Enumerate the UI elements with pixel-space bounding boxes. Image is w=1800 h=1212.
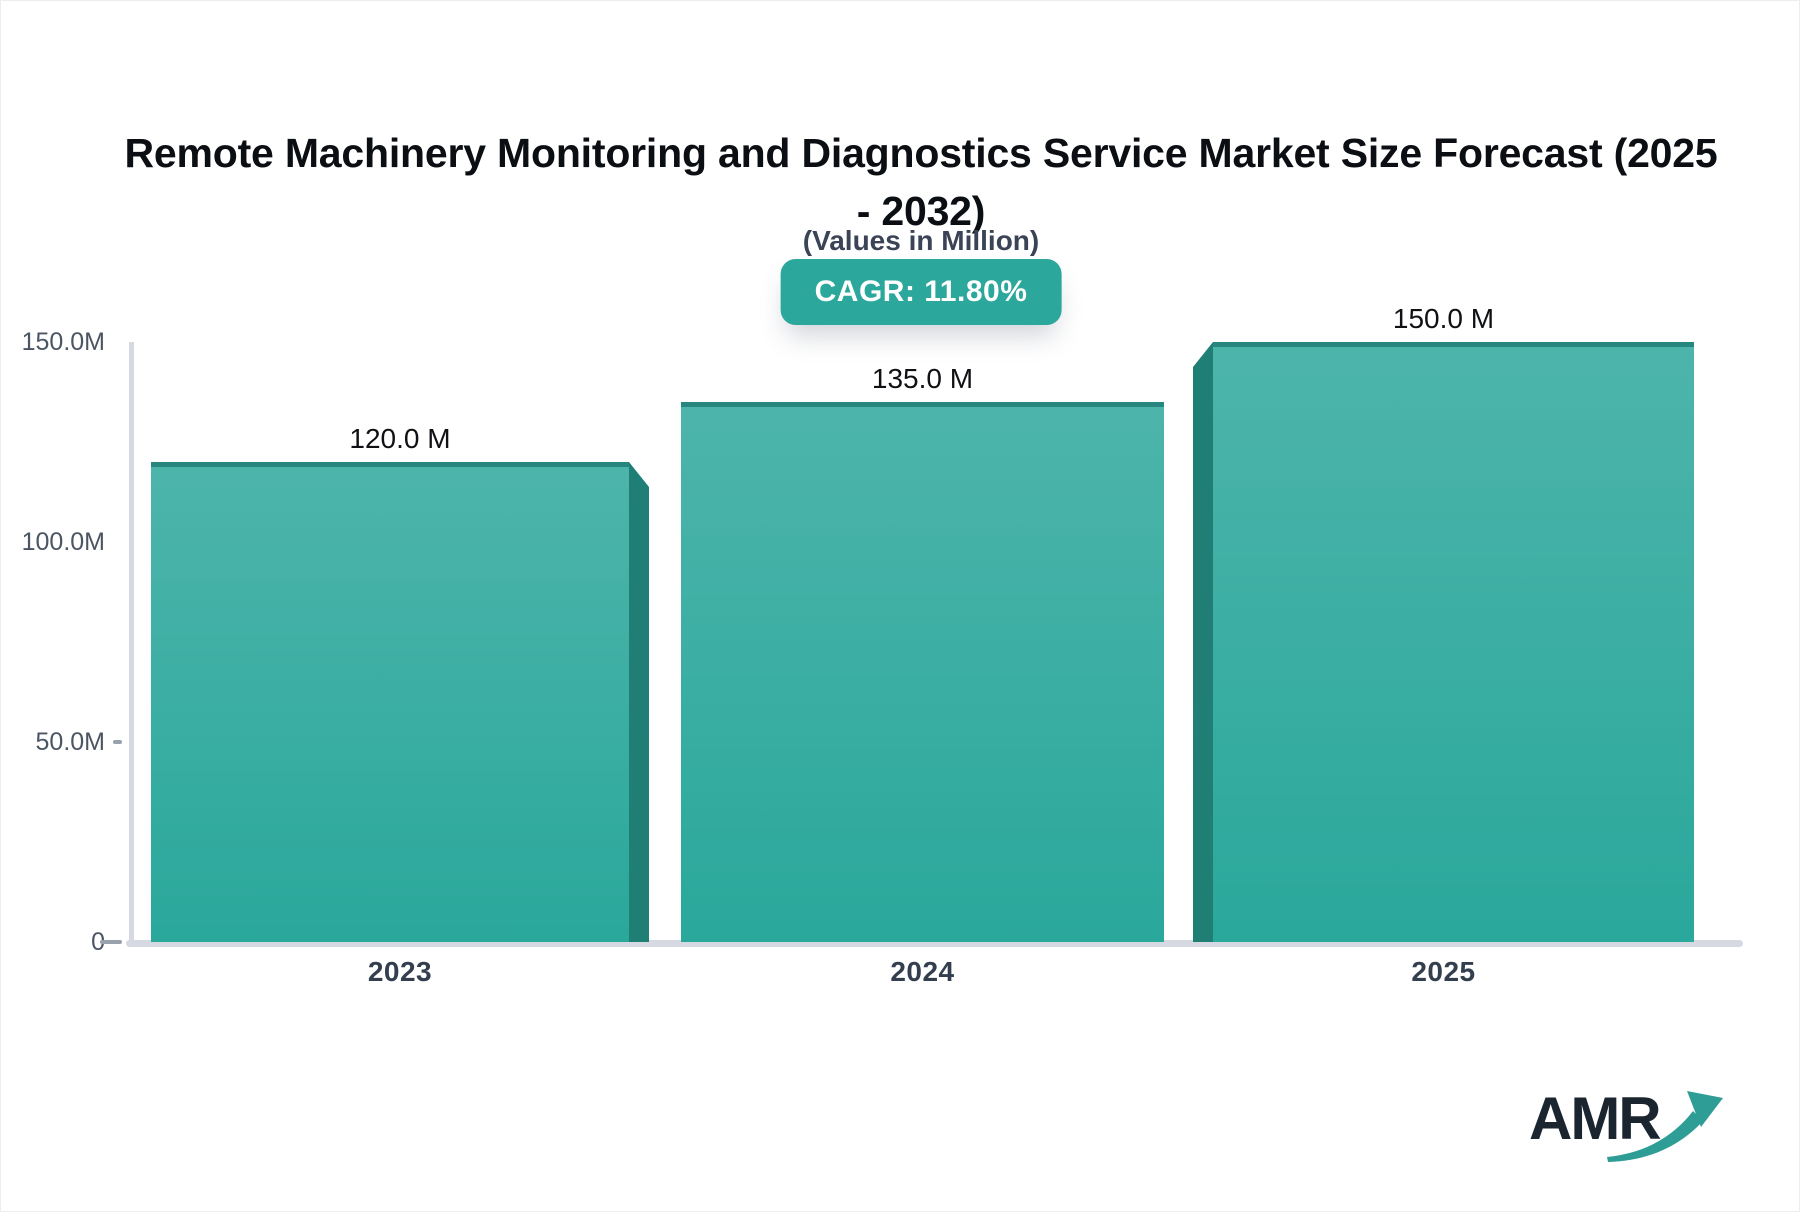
y-axis-tick-mark xyxy=(113,740,122,744)
bar-value-label: 120.0 M xyxy=(349,423,451,454)
x-axis-label-2024: 2024 xyxy=(890,956,955,987)
chart-subtitle: (Values in Million) xyxy=(802,225,1040,256)
y-axis-tick-label: 150.0M xyxy=(21,328,105,356)
x-axis-baseline xyxy=(126,940,1743,947)
bar-value-label: 135.0 M xyxy=(871,363,974,394)
y-axis-line xyxy=(129,342,134,942)
bar-2025-side-3d xyxy=(1193,342,1213,942)
y-axis-tick-mark xyxy=(100,940,122,944)
y-axis-tick-label: 50.0M xyxy=(35,728,105,756)
bar-2024[interactable] xyxy=(681,402,1164,942)
cagr-badge: CAGR: 11.80% xyxy=(780,259,1062,325)
chart-title: Remote Machinery Monitoring and Diagnost… xyxy=(91,124,1751,240)
bar-2025[interactable] xyxy=(1213,342,1694,942)
y-axis-tick-label: 100.0M xyxy=(21,528,105,556)
logo-growth-arrow-icon xyxy=(1607,1091,1723,1162)
bar-value-label: 150.0 M xyxy=(1392,303,1495,334)
bar-2023[interactable] xyxy=(151,462,629,942)
amr-logo-text: AMR xyxy=(1529,1085,1662,1152)
x-axis-label-2023: 2023 xyxy=(367,956,433,987)
y-axis-tick-label: 0 xyxy=(91,928,105,956)
bar-2023-side-3d xyxy=(629,462,649,942)
chart-title-line-1: Remote Machinery Monitoring and Diagnost… xyxy=(124,130,1718,177)
chart-title-line-2: - 2032) xyxy=(856,188,986,235)
amr-logo: AMR xyxy=(1529,1089,1729,1179)
x-axis-label-2025: 2025 xyxy=(1411,956,1476,987)
